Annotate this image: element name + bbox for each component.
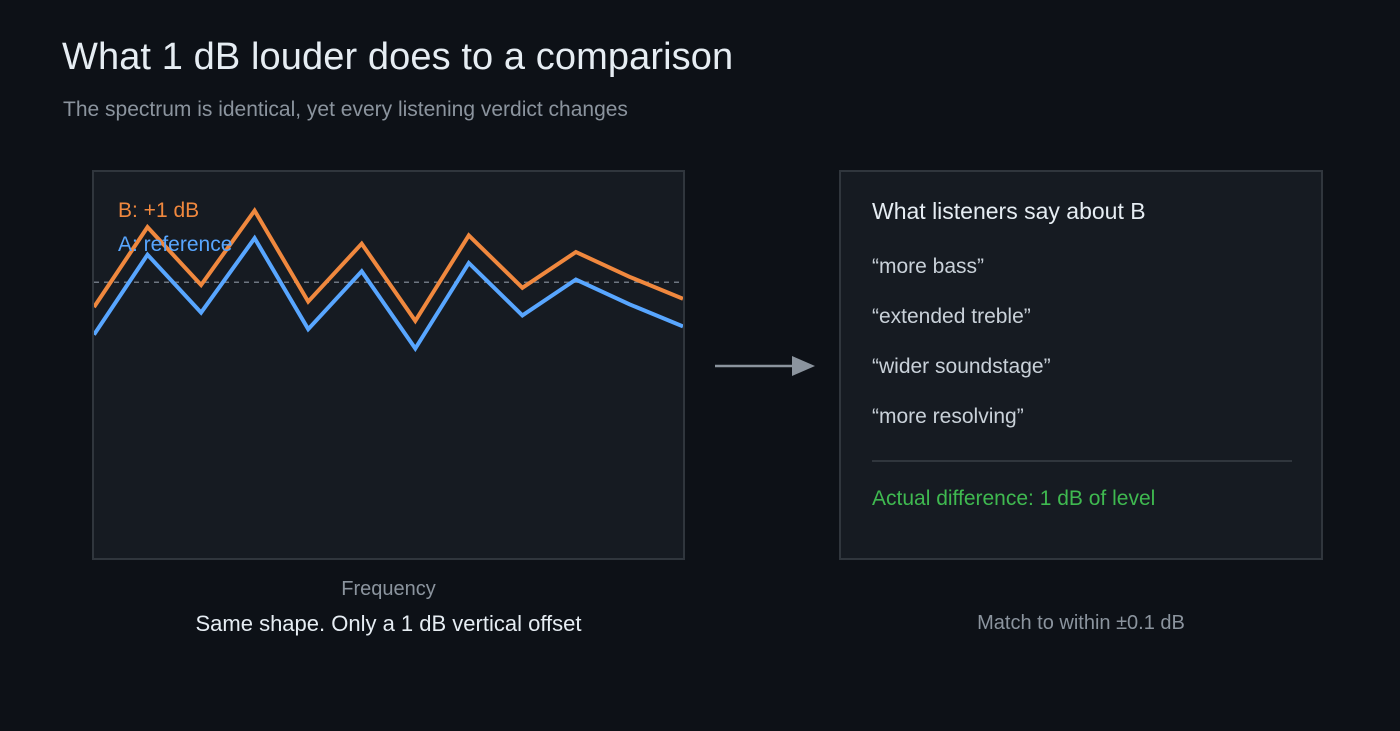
verdicts-title: What listeners say about B (872, 198, 1146, 224)
legend-series-b: B: +1 dB (118, 199, 200, 222)
series-line-b (94, 206, 683, 325)
verdict-quote: “wider soundstage” (872, 355, 1051, 378)
actual-difference-text: Actual difference: 1 dB of level (872, 487, 1156, 510)
divider (872, 460, 1292, 462)
spectrum-chart-panel: B: +1 dB A: reference (92, 170, 685, 560)
listener-verdicts-panel: What listeners say about B “more bass” “… (839, 170, 1323, 560)
series-line-a (94, 234, 683, 353)
verdict-quote: “more resolving” (872, 405, 1024, 428)
legend-series-a: A: reference (118, 233, 233, 256)
match-tolerance-caption: Match to within ±0.1 dB (977, 612, 1185, 634)
spectrum-chart (94, 206, 683, 353)
chart-caption: Same shape. Only a 1 dB vertical offset (195, 611, 582, 636)
arrow-right-icon (715, 356, 815, 376)
page-title: What 1 dB louder does to a comparison (62, 36, 734, 78)
verdict-quote: “extended treble” (872, 305, 1031, 328)
verdict-quote: “more bass” (872, 255, 985, 278)
page-subtitle: The spectrum is identical, yet every lis… (63, 98, 628, 121)
x-axis-label: Frequency (341, 578, 436, 600)
